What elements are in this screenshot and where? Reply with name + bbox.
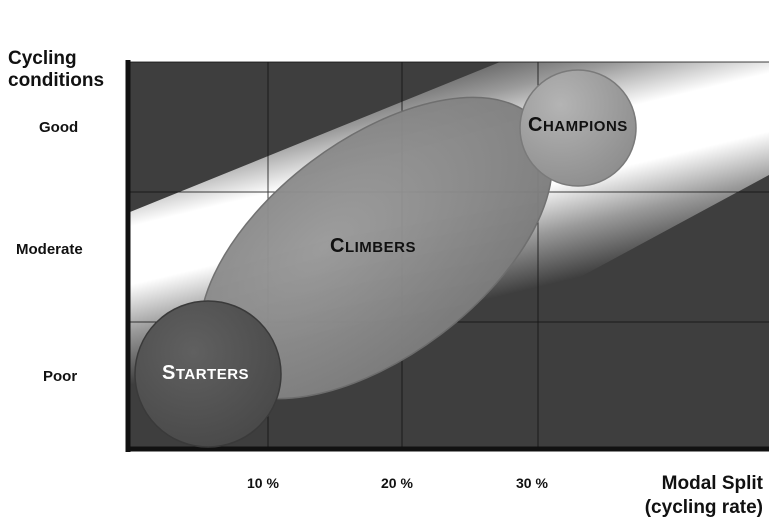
x-tick-20: 20 % <box>381 475 413 491</box>
starters-label-rest: TARTERS <box>175 366 250 383</box>
x-tick-30: 30 % <box>516 475 548 491</box>
starters-bubble <box>134 300 282 448</box>
x-axis-title: Modal Split (cycling rate) <box>645 472 763 520</box>
x-axis-title-line1: Modal Split <box>661 473 763 494</box>
champions-bubble <box>519 69 637 187</box>
x-tick-10: 10 % <box>247 475 279 491</box>
champions-label: CHAMPIONS <box>528 114 628 137</box>
starters-label: STARTERS <box>162 362 249 385</box>
starters-label-initial: S <box>162 362 176 384</box>
climbers-label: CLIMBERS <box>330 235 416 258</box>
climbers-label-initial: C <box>330 235 345 257</box>
y-axis-title: Cycling conditions <box>8 48 104 92</box>
y-axis-title-line1: Cycling <box>8 48 77 69</box>
climbers-label-rest: LIMBERS <box>344 239 416 256</box>
champions-label-initial: C <box>528 114 543 136</box>
y-axis-title-line2: conditions <box>8 70 105 91</box>
axes <box>125 60 769 452</box>
champions-label-rest: HAMPIONS <box>542 118 628 135</box>
y-tick-good: Good <box>39 119 79 136</box>
y-tick-poor: Poor <box>43 368 78 385</box>
y-tick-moderate: Moderate <box>16 241 83 258</box>
x-axis-title-line2: (cycling rate) <box>644 497 763 518</box>
